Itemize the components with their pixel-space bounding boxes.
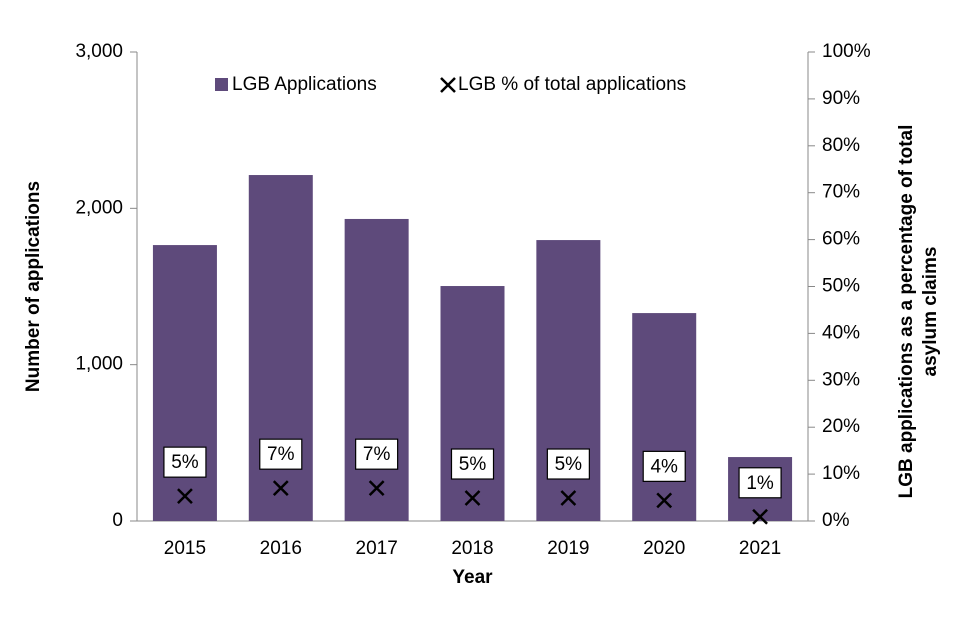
value-label: 7%: [363, 444, 391, 465]
value-label: 5%: [171, 452, 199, 473]
y2-tick-label: 40%: [822, 322, 860, 343]
value-label: 5%: [459, 454, 487, 475]
value-label-box: [642, 450, 686, 482]
y2-tick-label: 90%: [822, 88, 860, 109]
value-label: 7%: [267, 444, 295, 465]
y2-tick-label: 50%: [822, 276, 860, 297]
x-tick-label: 2017: [356, 538, 398, 559]
bar: [344, 218, 409, 522]
y-axis-title: Number of applications: [23, 181, 44, 392]
y2-tick-label: 20%: [822, 416, 860, 437]
y-tick-label: 1,000: [75, 354, 123, 375]
y2-tick-label: 80%: [822, 135, 860, 156]
x-tick-label: 2020: [643, 538, 685, 559]
y-tick-label: 2,000: [75, 197, 123, 218]
marker: [656, 492, 673, 509]
bar: [632, 313, 697, 521]
x-tick-label: 2019: [547, 538, 589, 559]
y2-tick-label: 100%: [822, 41, 871, 62]
bar: [152, 245, 217, 522]
x-axis-title: Year: [452, 567, 493, 588]
value-label: 5%: [555, 454, 583, 475]
value-label-box: [259, 438, 303, 470]
y-tick-label: 0: [112, 510, 123, 531]
y2-axis-title: asylum claims: [920, 247, 941, 377]
marker: [177, 488, 193, 505]
y-tick-label: 3,000: [75, 41, 123, 62]
x-tick-label: 2018: [451, 538, 493, 559]
y2-tick-label: 60%: [822, 229, 860, 250]
bar: [440, 286, 505, 521]
value-label-box: [738, 467, 782, 499]
y2-tick-label: 30%: [822, 369, 860, 390]
marker: [272, 480, 289, 497]
y2-tick-label: 10%: [822, 463, 860, 484]
x-tick-label: 2016: [260, 538, 302, 559]
marker: [368, 480, 385, 497]
value-label: 1%: [746, 473, 774, 494]
x-tick-label: 2021: [739, 538, 781, 559]
marker: [464, 490, 481, 506]
y2-tick-label: 0%: [822, 510, 850, 531]
legend-label: LGB % of total applications: [458, 74, 686, 95]
value-label: 4%: [650, 456, 678, 477]
marker: [752, 508, 768, 525]
y2-axis-title: LGB applications as a percentage of tota…: [896, 125, 917, 499]
legend-marker: [440, 77, 456, 93]
value-label-box: [546, 448, 590, 480]
y2-tick-label: 70%: [822, 182, 860, 203]
value-label-box: [163, 446, 207, 478]
value-label-box: [450, 448, 495, 480]
value-label-box: [355, 438, 399, 470]
legend-label: LGB Applications: [232, 74, 377, 95]
x-tick-label: 2015: [164, 538, 206, 559]
marker: [560, 490, 577, 506]
legend-swatch: [215, 78, 228, 91]
